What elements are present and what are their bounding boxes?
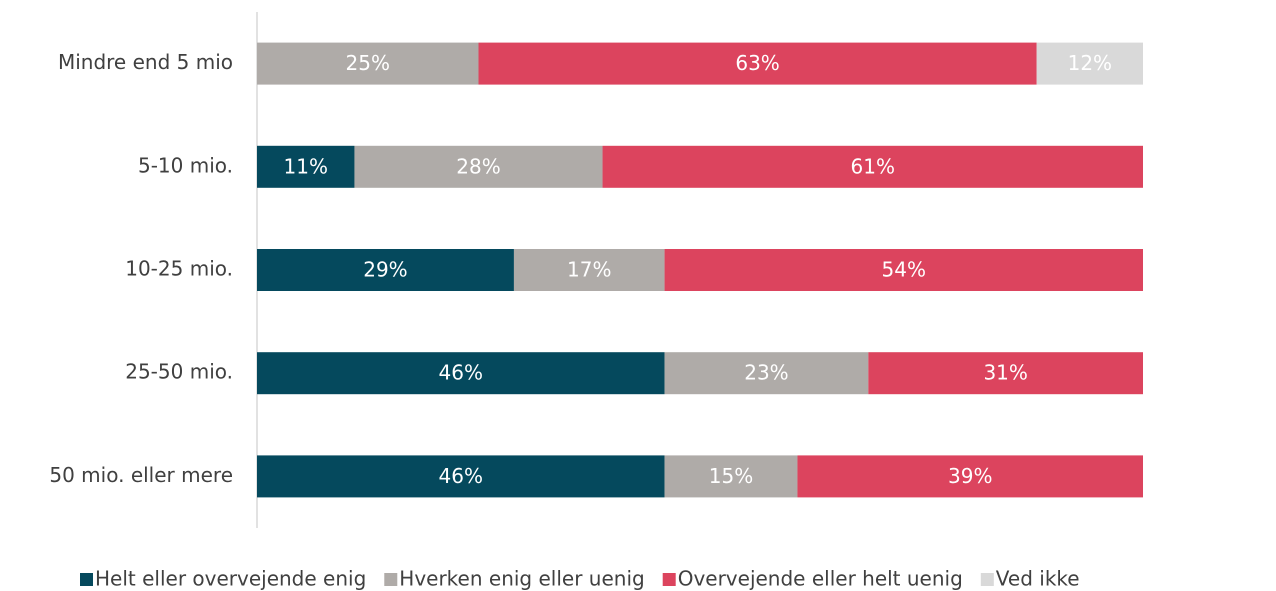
value-label: 61% bbox=[851, 154, 895, 178]
bar-segment bbox=[664, 455, 798, 498]
bar-segment bbox=[868, 352, 1143, 395]
legend-label: Helt eller overvejende enig bbox=[95, 567, 366, 591]
value-label: 31% bbox=[983, 361, 1027, 385]
legend-swatch bbox=[384, 573, 398, 586]
bar-segment bbox=[257, 145, 355, 188]
bar-segment bbox=[664, 352, 869, 395]
value-label: 39% bbox=[948, 464, 992, 488]
bar-segment bbox=[1036, 42, 1143, 85]
legend-label: Ved ikke bbox=[996, 567, 1080, 591]
bar-segment bbox=[257, 455, 665, 498]
legend-swatch bbox=[80, 573, 93, 586]
bar-segment bbox=[797, 455, 1143, 498]
value-label: 54% bbox=[882, 258, 926, 282]
value-label: 17% bbox=[567, 258, 611, 282]
value-label: 25% bbox=[346, 51, 390, 75]
category-label: 5-10 mio. bbox=[138, 153, 233, 177]
bar-segment bbox=[257, 249, 514, 291]
legend-swatch bbox=[980, 573, 994, 586]
value-label: 29% bbox=[363, 258, 407, 282]
legend-swatch bbox=[662, 573, 676, 586]
bar-segment bbox=[257, 42, 479, 85]
bar-segment bbox=[354, 145, 603, 188]
value-label: 23% bbox=[744, 361, 788, 385]
bar-segment bbox=[257, 352, 665, 395]
bar-segment bbox=[664, 249, 1143, 291]
category-label: 10-25 mio. bbox=[125, 257, 233, 281]
bar-segment bbox=[602, 145, 1143, 188]
value-label: 15% bbox=[709, 464, 753, 488]
bar-segment bbox=[478, 42, 1037, 85]
category-label: 50 mio. eller mere bbox=[49, 463, 233, 487]
value-label: 46% bbox=[439, 361, 483, 385]
value-label: 63% bbox=[735, 51, 779, 75]
value-label: 12% bbox=[1068, 51, 1112, 75]
legend-label: Overvejende eller helt uenig bbox=[678, 567, 963, 591]
legend-label: Hverken enig eller uenig bbox=[399, 567, 644, 591]
value-label: 46% bbox=[439, 464, 483, 488]
category-label: Mindre end 5 mio bbox=[58, 50, 233, 74]
category-label: 25-50 mio. bbox=[125, 360, 233, 384]
bar-segment bbox=[513, 249, 665, 291]
value-label: 11% bbox=[284, 154, 328, 178]
value-label: 28% bbox=[456, 154, 500, 178]
